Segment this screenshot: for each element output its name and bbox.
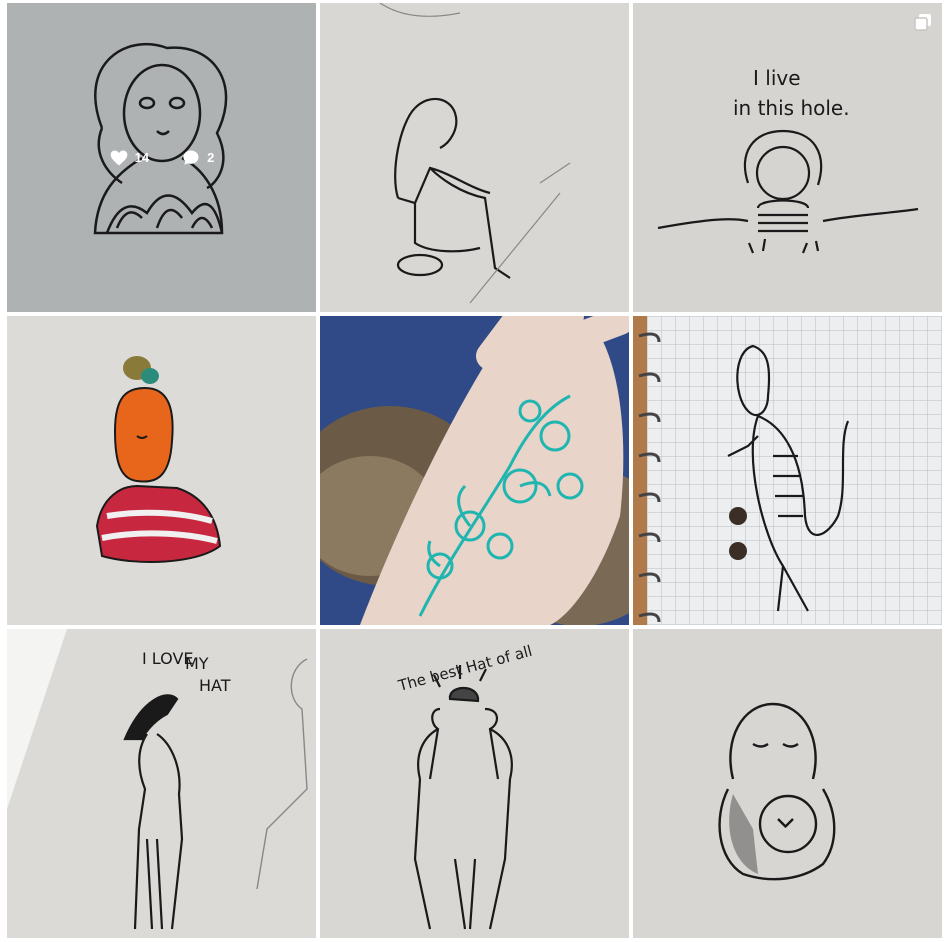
likes-count: 14 (134, 150, 150, 165)
post-tile-henna-hand[interactable] (320, 316, 629, 625)
multiple-images-badge (914, 13, 932, 31)
orange-face-drawing (7, 316, 316, 625)
likes-stat: 14 (109, 148, 149, 168)
post-hover-overlay: 14 2 (7, 3, 316, 312)
post-tile-portrait[interactable]: 14 2 (7, 3, 316, 312)
henna-hand-photo (320, 316, 629, 625)
post-tile-dragon[interactable] (633, 316, 942, 625)
post-grid: 14 2 (7, 3, 942, 939)
portrait-drawing (7, 3, 316, 312)
comments-count: 2 (207, 150, 215, 165)
post-tile-hole[interactable]: I live in this hole. (633, 3, 942, 312)
sitting-girl-drawing (320, 3, 629, 312)
best-hat-drawing: The best Hat of all (320, 629, 629, 938)
post-tile-mother-baby[interactable] (633, 629, 942, 938)
multiple-images-icon (914, 14, 931, 31)
hole-drawing: I live in this hole. (633, 3, 942, 312)
post-tile-orange-face[interactable] (7, 316, 316, 625)
caption-line-2: in this hole. (733, 96, 850, 120)
caption-line-2: MY (185, 654, 209, 673)
comment-bubble-icon (183, 150, 199, 165)
caption-line-3: HAT (199, 676, 231, 695)
post-tile-best-hat[interactable]: The best Hat of all (320, 629, 629, 938)
mother-baby-drawing (633, 629, 942, 938)
caption-line-1: I LOVE (142, 649, 194, 668)
post-tile-love-my-hat[interactable]: I LOVE MY HAT (7, 629, 316, 938)
heart-icon (110, 150, 127, 165)
comments-stat: 2 (181, 148, 214, 168)
dragon-drawing (633, 316, 942, 625)
post-tile-sitting-girl[interactable] (320, 3, 629, 312)
love-my-hat-drawing: I LOVE MY HAT (7, 629, 316, 938)
caption-line-1: I live (753, 66, 801, 90)
